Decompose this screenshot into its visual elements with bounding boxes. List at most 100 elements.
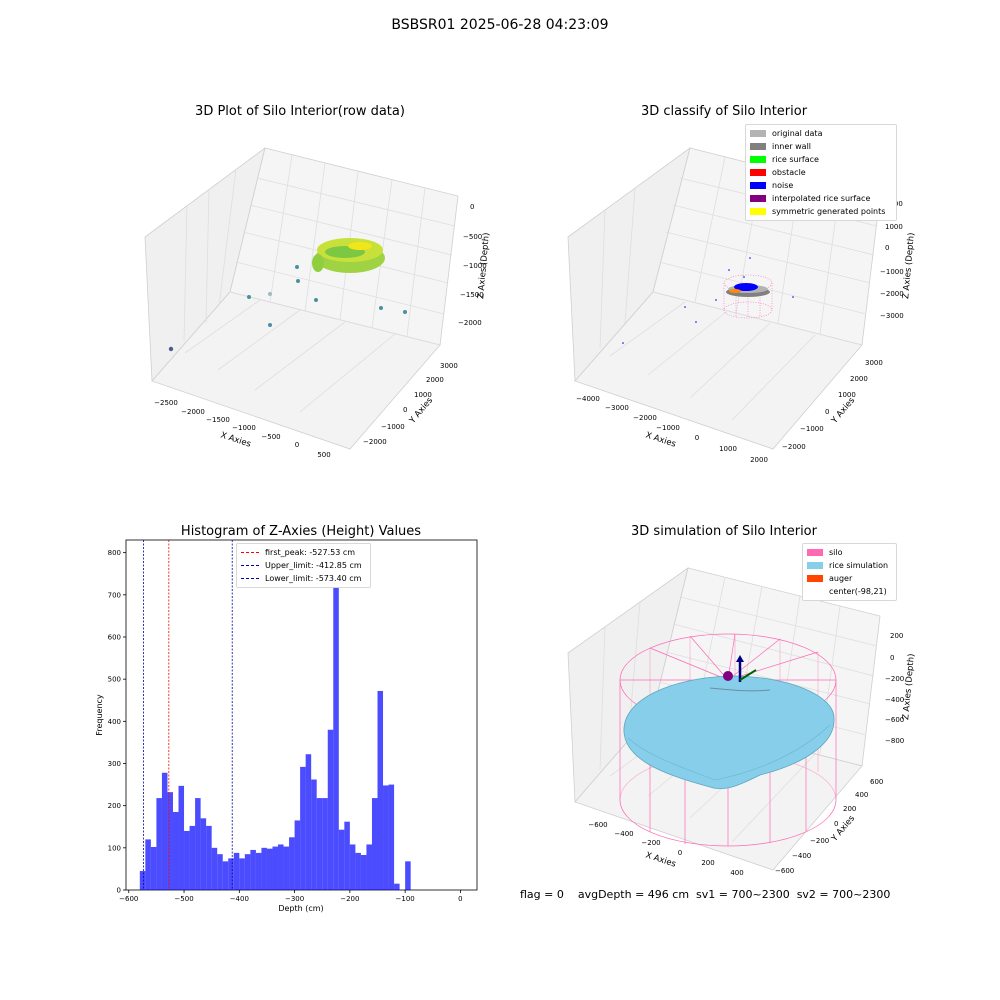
sim-xtick: −600	[588, 821, 607, 829]
histogram-bar	[283, 846, 290, 890]
sim-xtick: 400	[730, 869, 743, 877]
histogram-bar	[178, 785, 185, 890]
histogram-bar	[250, 849, 256, 890]
legend-swatch	[750, 143, 766, 150]
histogram-bar	[156, 798, 162, 890]
sim-ztick: −600	[885, 716, 904, 724]
histogram-bar	[206, 825, 212, 890]
histogram-bar	[255, 852, 262, 890]
legend-swatch	[750, 195, 766, 202]
classify-ylabel: Y Axies	[829, 395, 857, 426]
classify-xtick: −2000	[633, 414, 657, 422]
sim-ztick: −200	[885, 675, 904, 683]
classify-ztick: −1000	[880, 268, 904, 276]
histogram-bar	[360, 855, 367, 890]
raw-ytick: −2000	[363, 438, 387, 446]
histogram-bar	[311, 779, 317, 890]
histogram-bar	[394, 883, 400, 890]
classify-ztick: 0	[885, 244, 889, 252]
histogram-bar	[167, 792, 173, 890]
legend-swatch	[807, 549, 823, 556]
legend-entry: interpolated rice surface	[750, 192, 892, 205]
raw-xtick: 500	[317, 451, 330, 459]
histogram-ytick-label: 200	[108, 802, 121, 810]
histogram-bar	[184, 830, 190, 890]
classify-ytick: −2000	[782, 443, 806, 451]
histogram-ytick-label: 0	[117, 887, 121, 895]
histogram-bar	[294, 820, 301, 890]
classify-xtick: −3000	[605, 404, 629, 412]
legend-swatch	[807, 588, 823, 595]
histogram-bars	[139, 556, 411, 890]
histogram-bar	[244, 854, 251, 890]
histogram-ytick-label: 300	[108, 760, 121, 768]
histogram-bar	[272, 846, 279, 890]
histogram-xtick-label: −200	[340, 895, 359, 903]
histogram-bar	[239, 858, 245, 890]
sim-ztick: 200	[890, 632, 903, 640]
sim-ztick: −400	[885, 696, 904, 704]
sim-ytick: 0	[834, 820, 838, 828]
simulation-3d-plot: −600 −400 −200 0 200 400 X Axies −600 −4…	[567, 567, 917, 877]
raw-xtick: −1000	[232, 424, 256, 432]
classify-xtick: −4000	[576, 395, 600, 403]
sim-ytick: −600	[775, 867, 794, 875]
raw-ztick: −1000	[463, 262, 487, 270]
legend-swatch	[750, 130, 766, 137]
histogram-bar	[338, 829, 345, 890]
legend-entry: Lower_limit: -573.40 cm	[241, 572, 366, 585]
simulation-legend: silo rice simulation auger center(-98,21…	[802, 543, 897, 601]
legend-entry: symmetric generated points	[750, 205, 892, 218]
histogram-bar	[300, 766, 306, 890]
sim-ztick: −800	[885, 737, 904, 745]
histogram-bar	[383, 785, 389, 890]
histogram-ytick-label: 500	[108, 676, 121, 684]
histogram-bar	[161, 772, 168, 890]
raw-3d-plot: −2500 −2000 −1500 −1000 −500 0 500 X Axi…	[144, 147, 492, 459]
histogram-bar	[189, 825, 196, 890]
histogram-bar	[366, 844, 372, 890]
legend-swatch	[807, 575, 823, 582]
sim-ylabel: Y Axies	[829, 813, 857, 844]
classify-xlabel: X Axies	[644, 430, 677, 449]
legend-entry: center(-98,21)	[807, 585, 892, 598]
histogram-bar	[278, 844, 284, 890]
histogram-xticks: −600 −500 −400 −300 −200 −100 0	[119, 890, 463, 903]
legend-swatch	[750, 208, 766, 215]
classify-zlabel: Z Axies (Depth)	[901, 232, 917, 299]
raw-xtick: −1500	[206, 416, 230, 424]
histogram-bar	[266, 848, 273, 890]
classify-xtick: −1000	[656, 424, 680, 432]
figure-suptitle: BSBSR01 2025-06-28 04:23:09	[391, 17, 609, 33]
histogram-xtick-label: −500	[174, 895, 193, 903]
histogram-bar	[344, 821, 350, 890]
sim-ztick: 0	[890, 654, 894, 662]
classify-3d-plot: −4000 −3000 −2000 −1000 0 1000 2000 X Ax…	[567, 147, 917, 464]
sim-ytick: 600	[870, 778, 883, 786]
histogram-xtick-label: −100	[396, 895, 415, 903]
histogram-bar	[305, 754, 312, 890]
legend-swatch	[750, 182, 766, 189]
classify-ztick: 1000	[885, 223, 903, 231]
sim-xtick: 200	[701, 859, 714, 867]
sim-xlabel: X Axies	[644, 850, 677, 869]
raw-xtick: −2000	[181, 408, 205, 416]
classify-ytick: −1000	[800, 425, 824, 433]
classify-xtick: 0	[695, 434, 699, 442]
histogram-xtick-label: 0	[458, 895, 462, 903]
histogram-bar	[355, 852, 361, 890]
sim-ytick: −400	[792, 852, 811, 860]
histogram-bar	[211, 847, 218, 890]
raw-xtick: −2500	[154, 399, 178, 407]
histogram-ytick-label: 400	[108, 718, 121, 726]
histogram-bar	[217, 854, 223, 890]
histogram-bar	[200, 818, 207, 890]
legend-entry: obstacle	[750, 166, 892, 179]
legend-entry: auger	[807, 572, 892, 585]
legend-entry: Upper_limit: -412.85 cm	[241, 559, 366, 572]
histogram-bar	[322, 798, 328, 890]
histogram-bar	[349, 844, 356, 890]
histogram-bar	[139, 871, 146, 890]
raw-ztick: −2000	[458, 319, 482, 327]
classify-ztick: −3000	[880, 312, 904, 320]
